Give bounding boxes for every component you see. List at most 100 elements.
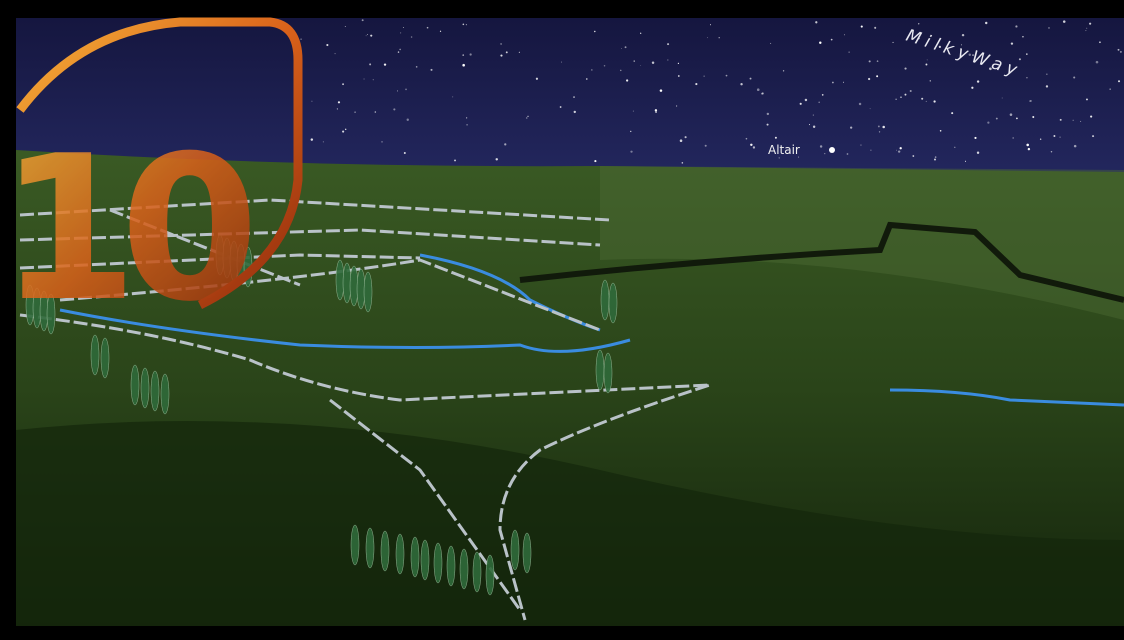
star [830,38,833,41]
star [525,117,528,119]
star [868,77,871,81]
star [1086,27,1088,29]
badge: 10 [0,17,303,346]
star [619,69,622,72]
star [1117,48,1120,51]
star [968,53,971,56]
star [1050,150,1053,153]
star [640,32,642,34]
star [824,153,826,155]
star [621,47,623,49]
star [904,67,907,70]
stars [299,19,1122,164]
star [961,33,965,37]
star [1080,120,1082,123]
star [415,66,418,68]
star [1022,36,1024,38]
tree [410,536,420,578]
star [918,23,920,25]
star [1109,88,1111,90]
star [405,88,407,91]
star [909,89,912,92]
star [925,63,928,66]
star [725,74,728,77]
star [934,156,937,158]
star [633,60,635,62]
star [850,126,853,129]
star [974,136,977,139]
star [561,61,562,63]
star [1045,85,1049,88]
tree [395,533,405,575]
river [889,388,1124,407]
star [393,108,396,111]
star [684,136,687,139]
star [402,27,404,28]
star [938,45,941,49]
star [1046,73,1048,75]
star [632,110,634,112]
star [1015,25,1018,28]
star [819,41,822,44]
star [374,111,377,113]
star [1118,80,1121,83]
tree [608,282,618,324]
star [774,136,777,139]
star [939,129,942,132]
star [1059,136,1061,138]
star [933,158,937,161]
star [1029,100,1031,102]
star [452,96,454,98]
star [681,162,684,164]
star [951,112,954,115]
star [559,106,562,108]
star [960,44,962,46]
star [344,128,347,131]
star [761,92,764,95]
star [933,100,936,103]
star [1059,118,1062,121]
star [832,81,834,84]
star [426,26,429,29]
star [1030,100,1032,102]
star [745,137,748,140]
star [752,146,756,149]
trees [25,234,618,596]
star [466,117,468,119]
star [495,158,498,161]
star [624,46,627,49]
star [465,24,467,26]
tree [459,548,469,590]
star [818,101,820,104]
star [769,42,772,45]
tree [380,530,390,572]
tree [595,349,605,391]
star [594,160,597,163]
star [1085,29,1087,32]
star [336,108,338,110]
road [59,258,601,332]
star [695,82,698,86]
star [799,102,802,105]
tree [150,370,160,412]
tree [603,352,613,394]
star [1010,42,1014,45]
star [322,141,324,143]
star [971,86,974,89]
night-sky [16,18,1124,178]
tree [365,527,375,569]
road [109,208,301,287]
star [972,54,974,56]
road [19,253,421,270]
star [367,34,368,35]
star [403,152,406,155]
star [573,96,575,99]
star [406,118,409,121]
star [505,51,508,54]
star [381,141,383,143]
star [860,25,863,28]
star [1090,115,1093,118]
star [1089,22,1092,25]
star [808,124,811,126]
tree [433,542,443,584]
